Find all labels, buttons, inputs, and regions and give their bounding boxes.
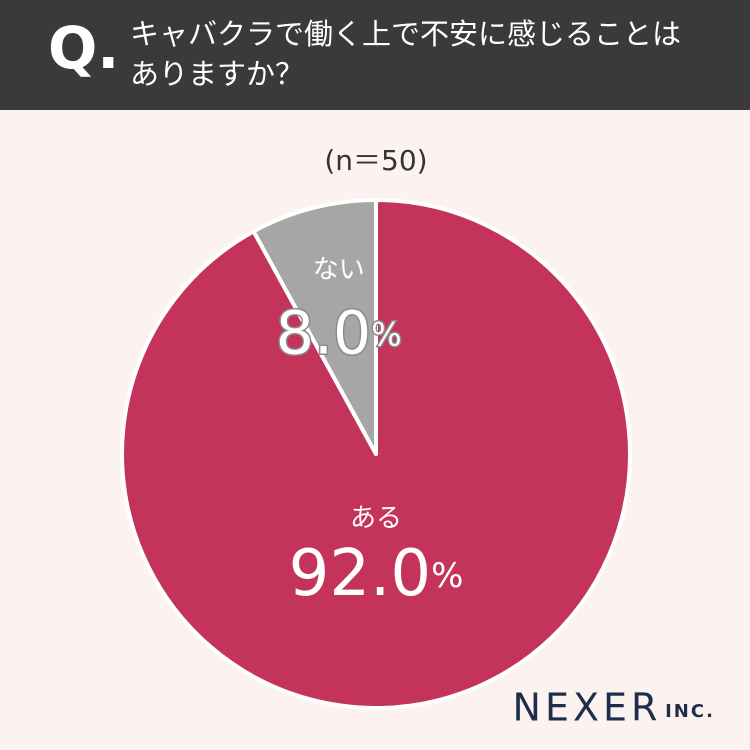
chart-title: キャバクラで働く上で不安に感じることはありますか？ — [130, 17, 682, 91]
value-label: 8.0% — [276, 298, 402, 368]
value-label: 92.0% — [289, 537, 464, 611]
category-label: ない — [313, 255, 365, 285]
brand-suffix: INC. — [665, 701, 715, 722]
pie-slice — [251, 198, 378, 456]
header: Q. キャバクラで働く上で不安に感じることはありますか？ — [0, 0, 750, 110]
brand: NEXER — [513, 686, 662, 730]
pie — [120, 198, 632, 710]
chart-subtitle: (n＝50) — [324, 144, 427, 177]
category-label: ある — [350, 504, 402, 534]
question-mark: Q. — [48, 14, 120, 82]
